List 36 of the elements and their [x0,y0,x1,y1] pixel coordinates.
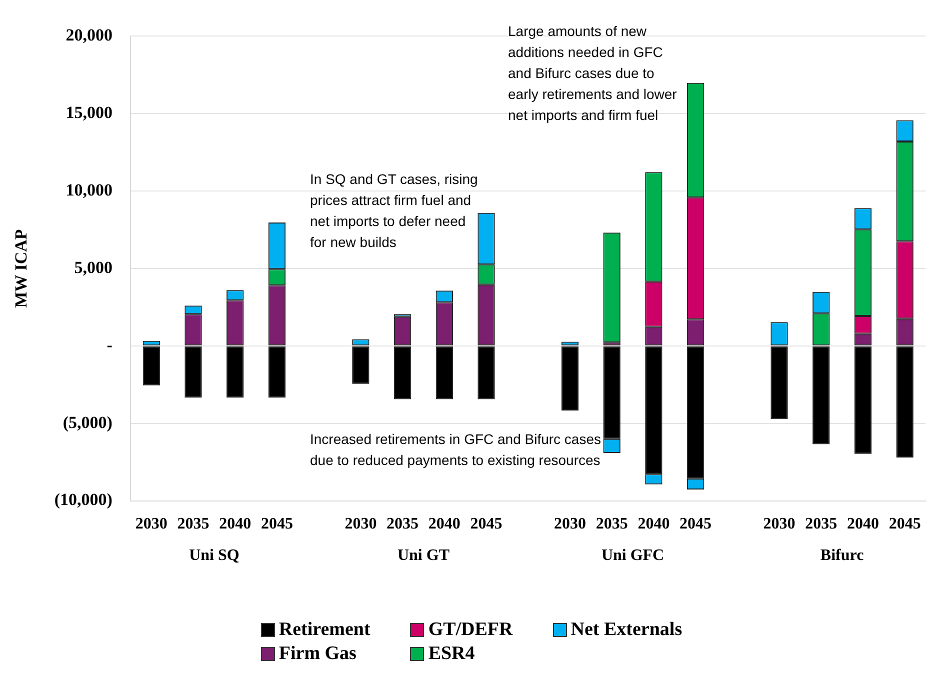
legend-label: ESR4 [428,642,475,666]
x-tick-label: 2045 [260,516,293,533]
x-tick-label: 2040 [219,516,252,533]
y-tick-label: - [106,335,113,354]
x-tick-label: 2035 [805,516,838,533]
x-tick-label: 2045 [888,516,921,533]
annotation: Large amounts of new additions needed in GFC and Bifurc cases due to early retirements and lower net imports and firm fuel [508,22,678,123]
y-tick-label: 15,000 [66,103,112,122]
text: Uni GT [397,546,450,564]
x-tick-label: 2030 [554,516,586,533]
x-tick-label: 2040 [638,516,670,533]
x-tick-label: 2030 [135,516,168,533]
x-tick-label: 2035 [596,516,628,533]
x-tick-label: 2045 [470,516,502,533]
annotation: Increased retirements in GFC and Bifurc cases due to reduced payments to existing resources [310,430,602,468]
legend-label: Retirement [278,618,370,642]
y-tick-label: 5,000 [74,258,112,277]
x-tick-label: 2040 [428,516,460,533]
text: Uni SQ [189,546,240,564]
annotation: In SQ and GT cases, rising prices attract firm fuel and net imports to defer need for new builds [310,170,478,250]
x-tick-label: 2035 [177,516,210,533]
y-tick-label: 20,000 [66,26,112,45]
text: Bifurc [820,546,864,564]
y-tick-label: (10,000) [54,490,112,510]
legend-label: Net Externals [570,618,682,642]
x-tick-label: 2030 [763,516,796,533]
legend-label: GT/DEFR [428,618,513,642]
x-tick-label: 2045 [680,516,712,533]
legend-label: Firm Gas [278,642,356,666]
x-tick-label: 2035 [386,516,419,533]
x-tick-label: 2030 [344,516,377,533]
y-tick-label: 10,000 [66,180,112,200]
y-axis-title: MW ICAP [12,229,31,308]
y-tick-label: (5,000) [62,412,112,432]
text: Uni GFC [601,546,664,564]
x-tick-label: 2040 [846,516,879,533]
